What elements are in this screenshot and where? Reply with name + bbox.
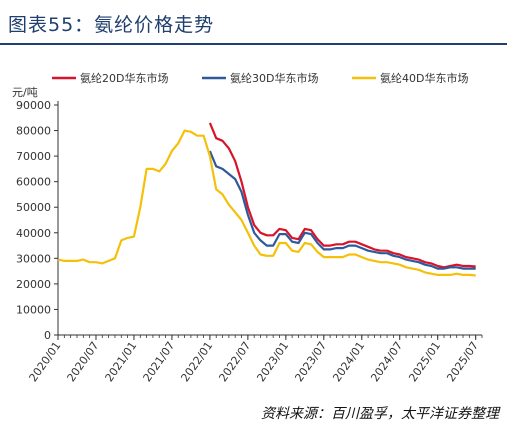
legend-label: 氨纶20D华东市场 (80, 71, 168, 85)
series-line-3 (57, 129, 476, 277)
legend-label: 氨纶40D华东市场 (380, 71, 468, 85)
y-axis-unit: 元/吨 (12, 86, 38, 99)
y-tick-label: 80000 (16, 125, 51, 138)
y-tick-label: 50000 (16, 201, 51, 214)
x-tick-label: 2023/07 (292, 339, 329, 384)
y-tick-label: 20000 (16, 278, 51, 291)
x-tick-label: 2021/07 (141, 339, 178, 384)
y-tick-label: 60000 (16, 176, 51, 189)
chart-title: 图表55：氨纶价格走势 (8, 14, 215, 36)
y-tick-label: 90000 (16, 99, 51, 112)
y-tick-label: 30000 (16, 252, 51, 265)
x-tick-label: 2020/07 (65, 339, 102, 384)
x-tick-label: 2022/01 (178, 339, 215, 384)
x-tick-label: 2025/01 (406, 339, 443, 384)
y-tick-label: 70000 (16, 150, 51, 163)
title-divider (0, 43, 507, 45)
source-note: 资料来源：百川盈孚，太平洋证券整理 (261, 406, 499, 422)
y-tick-label: 10000 (16, 303, 51, 316)
x-tick-label: 2024/01 (330, 339, 367, 384)
series-line-2 (208, 150, 476, 270)
x-tick-label: 2023/01 (254, 339, 291, 384)
x-tick-label: 2024/07 (368, 339, 405, 384)
x-tick-label: 2025/07 (444, 339, 481, 384)
chart-header: 图表55：氨纶价格走势 (0, 0, 507, 45)
x-tick-label: 2022/07 (216, 339, 253, 384)
y-tick-label: 40000 (16, 227, 51, 240)
y-tick-label: 0 (44, 329, 51, 342)
legend-label: 氨纶30D华东市场 (230, 71, 318, 85)
x-tick-label: 2020/01 (27, 339, 64, 384)
x-tick-label: 2021/01 (103, 339, 140, 384)
series-line-1 (208, 122, 476, 269)
